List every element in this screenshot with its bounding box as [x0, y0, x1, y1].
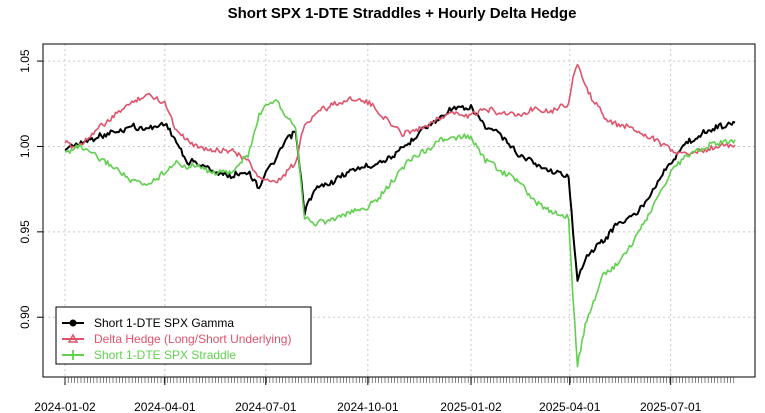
- x-tick-label: 2024-07-01: [235, 400, 297, 413]
- x-tick-label: 2025-01-02: [440, 400, 502, 413]
- series-lines: [64, 63, 736, 368]
- x-tick-label: 2025-07-01: [640, 400, 702, 413]
- y-tick-label: 1.05: [18, 49, 32, 73]
- x-tick-label: 2025-04-01: [539, 400, 601, 413]
- x-tick-label: 2024-04-01: [134, 400, 196, 413]
- y-tick-label: 0.95: [18, 220, 32, 244]
- chart-title: Short SPX 1-DTE Straddles + Hourly Delta…: [228, 5, 577, 22]
- legend: Short 1-DTE SPX Gamma Delta Hedge (Long/S…: [55, 306, 312, 365]
- legend-box: [55, 306, 312, 365]
- x-tick-label: 2024-10-01: [337, 400, 399, 413]
- series-line-1: [64, 104, 736, 282]
- legend-label: Short 1-DTE SPX Straddle: [94, 348, 236, 362]
- grid-lines: [43, 44, 755, 377]
- legend-marker-circle: [69, 319, 77, 327]
- x-axis: 2024-01-02 2024-04-01 2024-07-01 2024-10-01…: [34, 377, 735, 413]
- y-tick-label: 0.90: [18, 305, 32, 329]
- series-line-3: [64, 99, 736, 368]
- legend-marker-triangle: [67, 333, 79, 343]
- legend-label: Delta Hedge (Long/Short Underlying): [94, 332, 291, 346]
- plot-frame: [42, 43, 756, 378]
- y-tick-label: 1.00: [18, 134, 32, 158]
- legend-label: Short 1-DTE SPX Gamma: [94, 316, 234, 330]
- y-axis: 0.90 0.95 1.00 1.05: [18, 49, 43, 329]
- series-line-2: [64, 63, 736, 184]
- x-tick-label: 2024-01-02: [34, 400, 96, 413]
- legend-marker-plus: [68, 350, 78, 360]
